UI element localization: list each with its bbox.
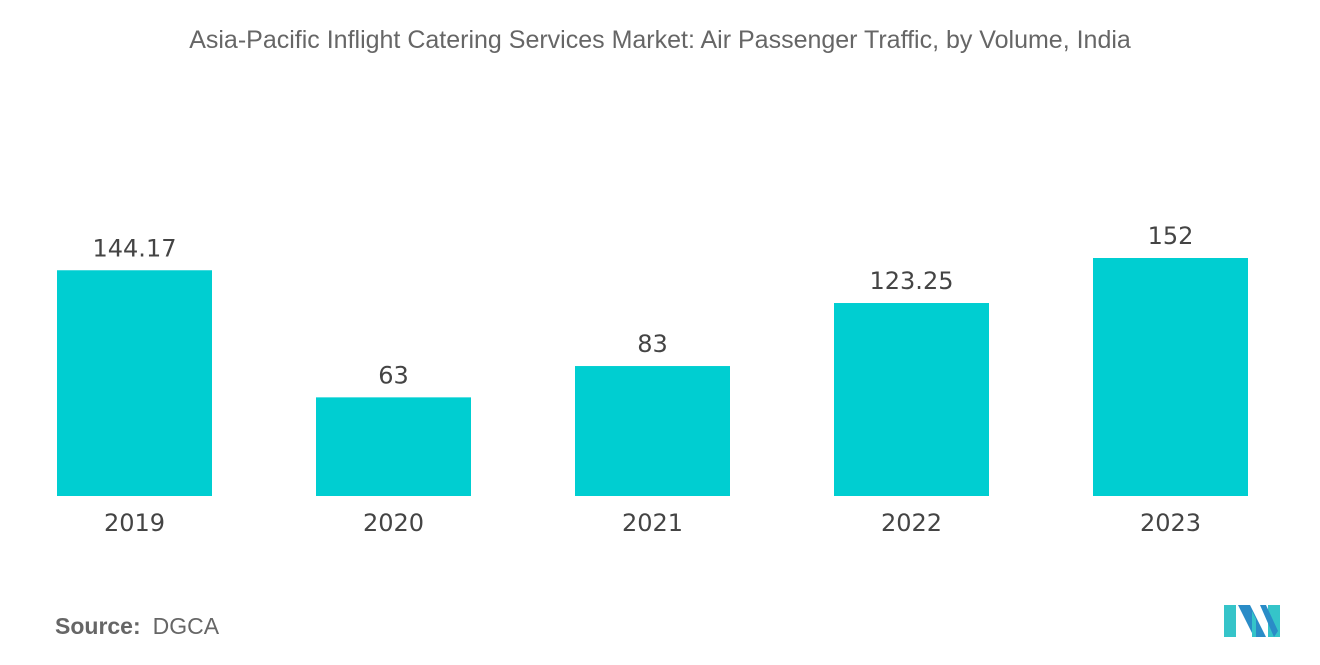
source-label: Source:	[55, 613, 141, 639]
x-tick-label: 2019	[104, 509, 165, 537]
data-label: 123.25	[870, 267, 954, 295]
data-label: 152	[1148, 222, 1194, 250]
chart-title: Asia-Pacific Inflight Catering Services …	[189, 26, 1131, 54]
source-value: DGCA	[152, 613, 220, 639]
bar-2023	[1093, 258, 1248, 496]
x-tick-label: 2023	[1140, 509, 1201, 537]
x-tick-label: 2022	[881, 509, 942, 537]
x-tick-label: 2020	[363, 509, 424, 537]
source-note: Source: DGCA	[55, 613, 219, 640]
bar-2021	[575, 366, 730, 496]
data-label: 63	[378, 361, 409, 389]
bar-2019	[57, 270, 212, 496]
bar-2020	[316, 397, 471, 496]
bar-2022	[834, 303, 989, 496]
mordor-logo	[1224, 605, 1280, 637]
x-tick-label: 2021	[622, 509, 683, 537]
data-label: 83	[637, 330, 668, 358]
data-label: 144.17	[93, 234, 177, 262]
